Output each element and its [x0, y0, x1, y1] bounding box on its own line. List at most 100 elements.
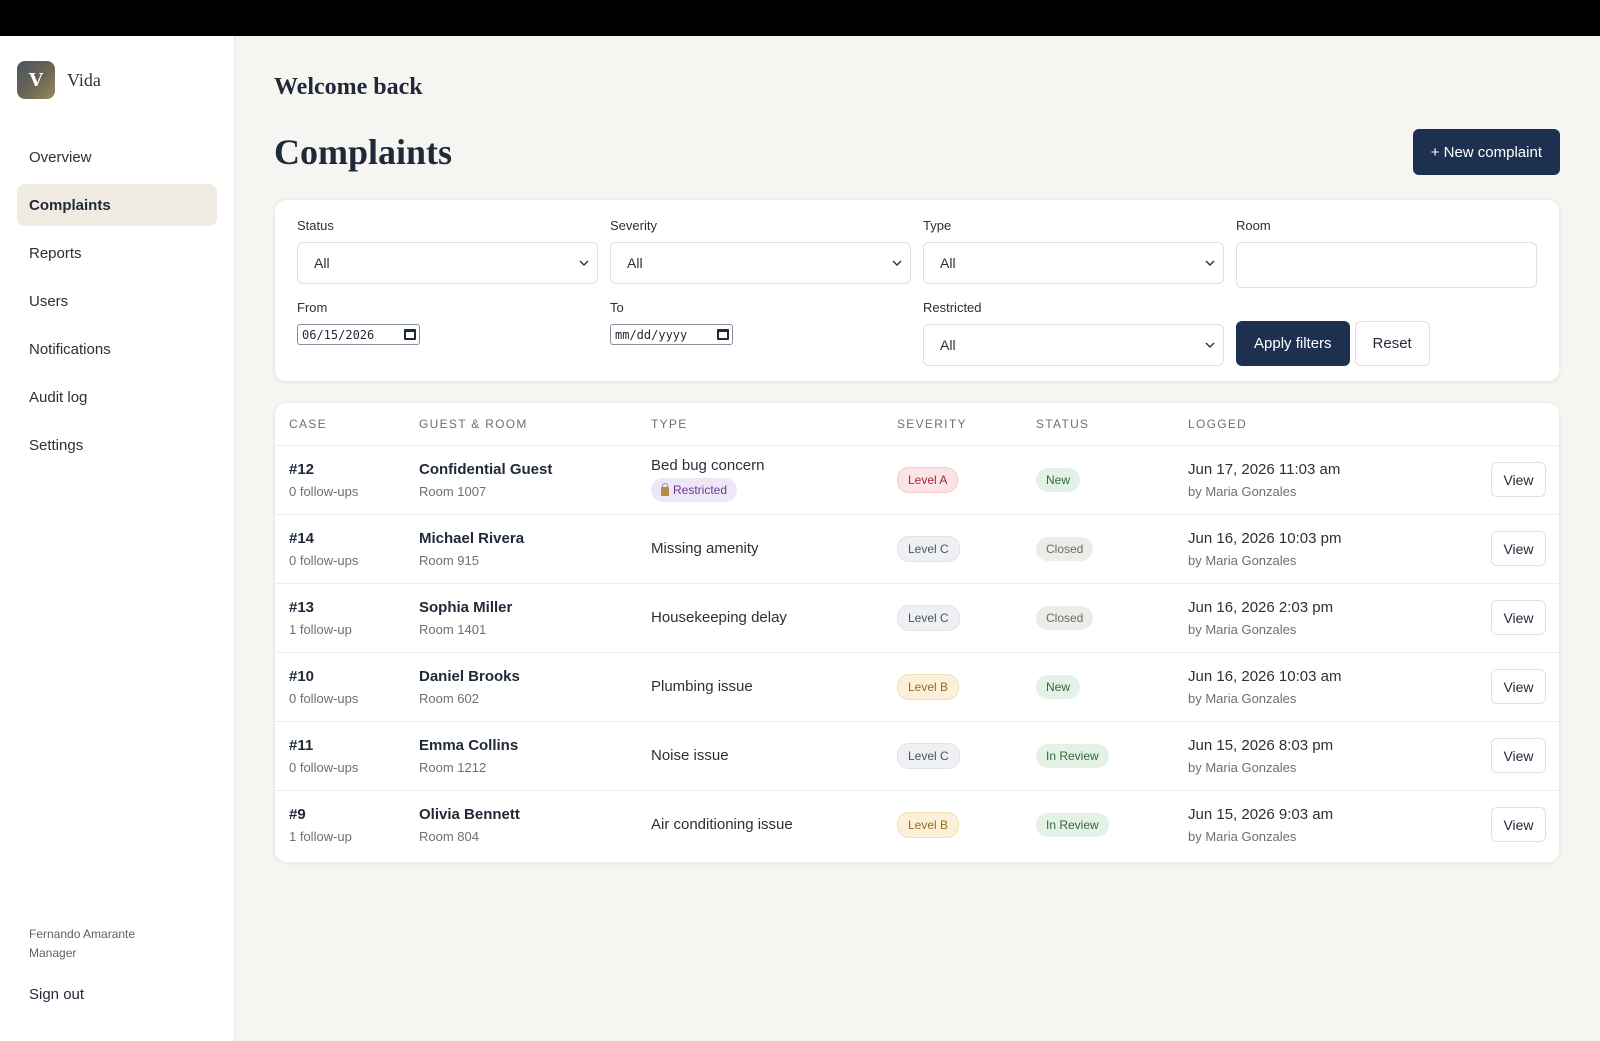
view-button[interactable]: View [1491, 807, 1546, 843]
table-row[interactable]: #11 0 follow-ups Emma Collins Room 1212 No… [275, 721, 1559, 791]
sidebar-item-settings[interactable]: Settings [29, 436, 84, 454]
case-id: #10 [289, 667, 315, 685]
complaints-table-card: CASE GUEST & ROOM TYPE SEVERITY STATUS L… [274, 402, 1560, 863]
room-number: Room 915 [419, 552, 479, 568]
followup-count: 0 follow-ups [289, 690, 359, 706]
view-button[interactable]: View [1491, 738, 1546, 773]
welcome-heading: Welcome back [274, 74, 423, 100]
restricted-select[interactable]: All [923, 324, 1224, 366]
guest-name: Emma Collins [419, 736, 519, 754]
chevron-down-icon [1205, 260, 1215, 266]
severity-badge: Level C [897, 604, 960, 631]
view-button[interactable]: View [1491, 600, 1546, 635]
sign-out-link[interactable]: Sign out [29, 986, 85, 1003]
view-button[interactable]: View [1491, 531, 1546, 566]
table-row[interactable]: #13 1 follow-up Sophia Miller Room 1401 Ho… [275, 583, 1559, 653]
brand-logo: V [17, 61, 55, 99]
status-select[interactable]: All [297, 242, 598, 284]
to-filter: To mm/dd/yyyy [610, 300, 911, 366]
to-date-value: mm/dd/yyyy [615, 327, 688, 342]
restricted-label: Restricted [673, 483, 728, 497]
room-input[interactable] [1236, 242, 1537, 288]
severity-filter-label: Severity [610, 218, 657, 233]
followup-count: 0 follow-ups [289, 483, 359, 499]
user-name: Fernando Amarante [29, 927, 136, 941]
type-filter-label: Type [923, 218, 952, 233]
brand[interactable]: V Vida [17, 61, 217, 99]
sidebar-item-notifications[interactable]: Notifications [29, 340, 111, 358]
severity-select[interactable]: All [610, 242, 911, 284]
guest-name: Sophia Miller [419, 598, 513, 616]
reset-button[interactable]: Reset [1354, 321, 1430, 366]
room-filter-label: Room [1236, 218, 1271, 233]
sidebar-item-audit-log[interactable]: Audit log [29, 388, 88, 406]
chevron-down-icon [892, 260, 902, 266]
logged-date: Jun 15, 2026 8:03 pm [1188, 736, 1334, 754]
from-filter-label: From [297, 300, 328, 315]
case-id: #13 [289, 598, 315, 616]
user-info: Fernando Amarante Manager [29, 925, 135, 963]
window-top-bar [0, 0, 1600, 36]
type-select-value: All [940, 255, 956, 271]
status-select-value: All [314, 255, 330, 271]
from-filter: From 06/15/2026 [297, 300, 598, 366]
restricted-badge: Restricted [651, 478, 738, 502]
sidebar-item-reports[interactable]: Reports [29, 244, 82, 262]
column-header-severity: SEVERITY [897, 403, 1036, 446]
sidebar-item-users[interactable]: Users [29, 292, 69, 310]
logged-by: by Maria Gonzales [1188, 759, 1297, 775]
status-badge: New [1036, 467, 1081, 492]
calendar-icon[interactable] [404, 329, 416, 340]
view-button[interactable]: View [1491, 669, 1546, 704]
apply-filters-button[interactable]: Apply filters [1236, 321, 1350, 366]
case-id: #9 [289, 805, 306, 823]
complaint-type: Plumbing issue [651, 678, 753, 695]
severity-badge: Level B [897, 811, 960, 838]
chevron-down-icon [579, 260, 589, 266]
complaint-type: Missing amenity [651, 540, 759, 557]
type-select[interactable]: All [923, 242, 1224, 284]
room-number: Room 1007 [419, 483, 487, 499]
followup-count: 1 follow-up [289, 828, 352, 844]
table-row[interactable]: #14 0 follow-ups Michael Rivera Room 915 M… [275, 514, 1559, 584]
room-number: Room 804 [419, 828, 479, 844]
complaint-type: Housekeeping delay [651, 609, 787, 626]
severity-badge: Level C [897, 535, 960, 562]
type-filter: Type All [923, 218, 1224, 288]
room-number: Room 602 [419, 690, 479, 706]
status-badge: In Review [1036, 812, 1109, 837]
followup-count: 1 follow-up [289, 621, 352, 637]
logged-date: Jun 17, 2026 11:03 am [1188, 460, 1341, 478]
sidebar-item-overview[interactable]: Overview [29, 148, 92, 166]
calendar-icon[interactable] [717, 329, 729, 340]
severity-badge: Level B [897, 673, 960, 700]
from-date-input[interactable]: 06/15/2026 [297, 324, 420, 345]
case-id: #11 [289, 736, 314, 754]
view-button[interactable]: View [1491, 462, 1546, 497]
table-row[interactable]: #10 0 follow-ups Daniel Brooks Room 602 Pl… [275, 652, 1559, 722]
severity-select-value: All [627, 255, 643, 271]
complaint-type: Noise issue [651, 747, 729, 764]
to-date-input[interactable]: mm/dd/yyyy [610, 324, 733, 345]
case-id: #14 [289, 529, 315, 547]
logged-by: by Maria Gonzales [1188, 690, 1297, 706]
new-complaint-button[interactable]: + New complaint [1412, 129, 1560, 175]
column-header-actions [1418, 403, 1559, 446]
sidebar-nav: Overview Complaints Reports Users Notifi… [17, 136, 217, 466]
to-filter-label: To [610, 300, 624, 315]
column-header-status: STATUS [1036, 403, 1188, 446]
status-filter: Status All [297, 218, 598, 288]
status-badge: Closed [1036, 536, 1094, 561]
status-badge: Closed [1036, 605, 1094, 630]
severity-filter: Severity All [610, 218, 911, 288]
followup-count: 0 follow-ups [289, 552, 359, 568]
sidebar: V Vida Overview Complaints Reports Users… [0, 36, 235, 1041]
complaints-table: CASE GUEST & ROOM TYPE SEVERITY STATUS L… [275, 403, 1559, 859]
severity-badge: Level C [897, 742, 960, 769]
sidebar-item-complaints[interactable]: Complaints [17, 184, 217, 226]
user-role: Manager [29, 946, 77, 960]
table-row[interactable]: #12 0 follow-ups Confidential Guest Room 1… [275, 445, 1559, 515]
table-row[interactable]: #9 1 follow-up Olivia Bennett Room 804 Air… [275, 790, 1559, 859]
filter-buttons: Apply filters Reset [1236, 300, 1537, 366]
column-header-guest-room: GUEST & ROOM [419, 403, 651, 446]
